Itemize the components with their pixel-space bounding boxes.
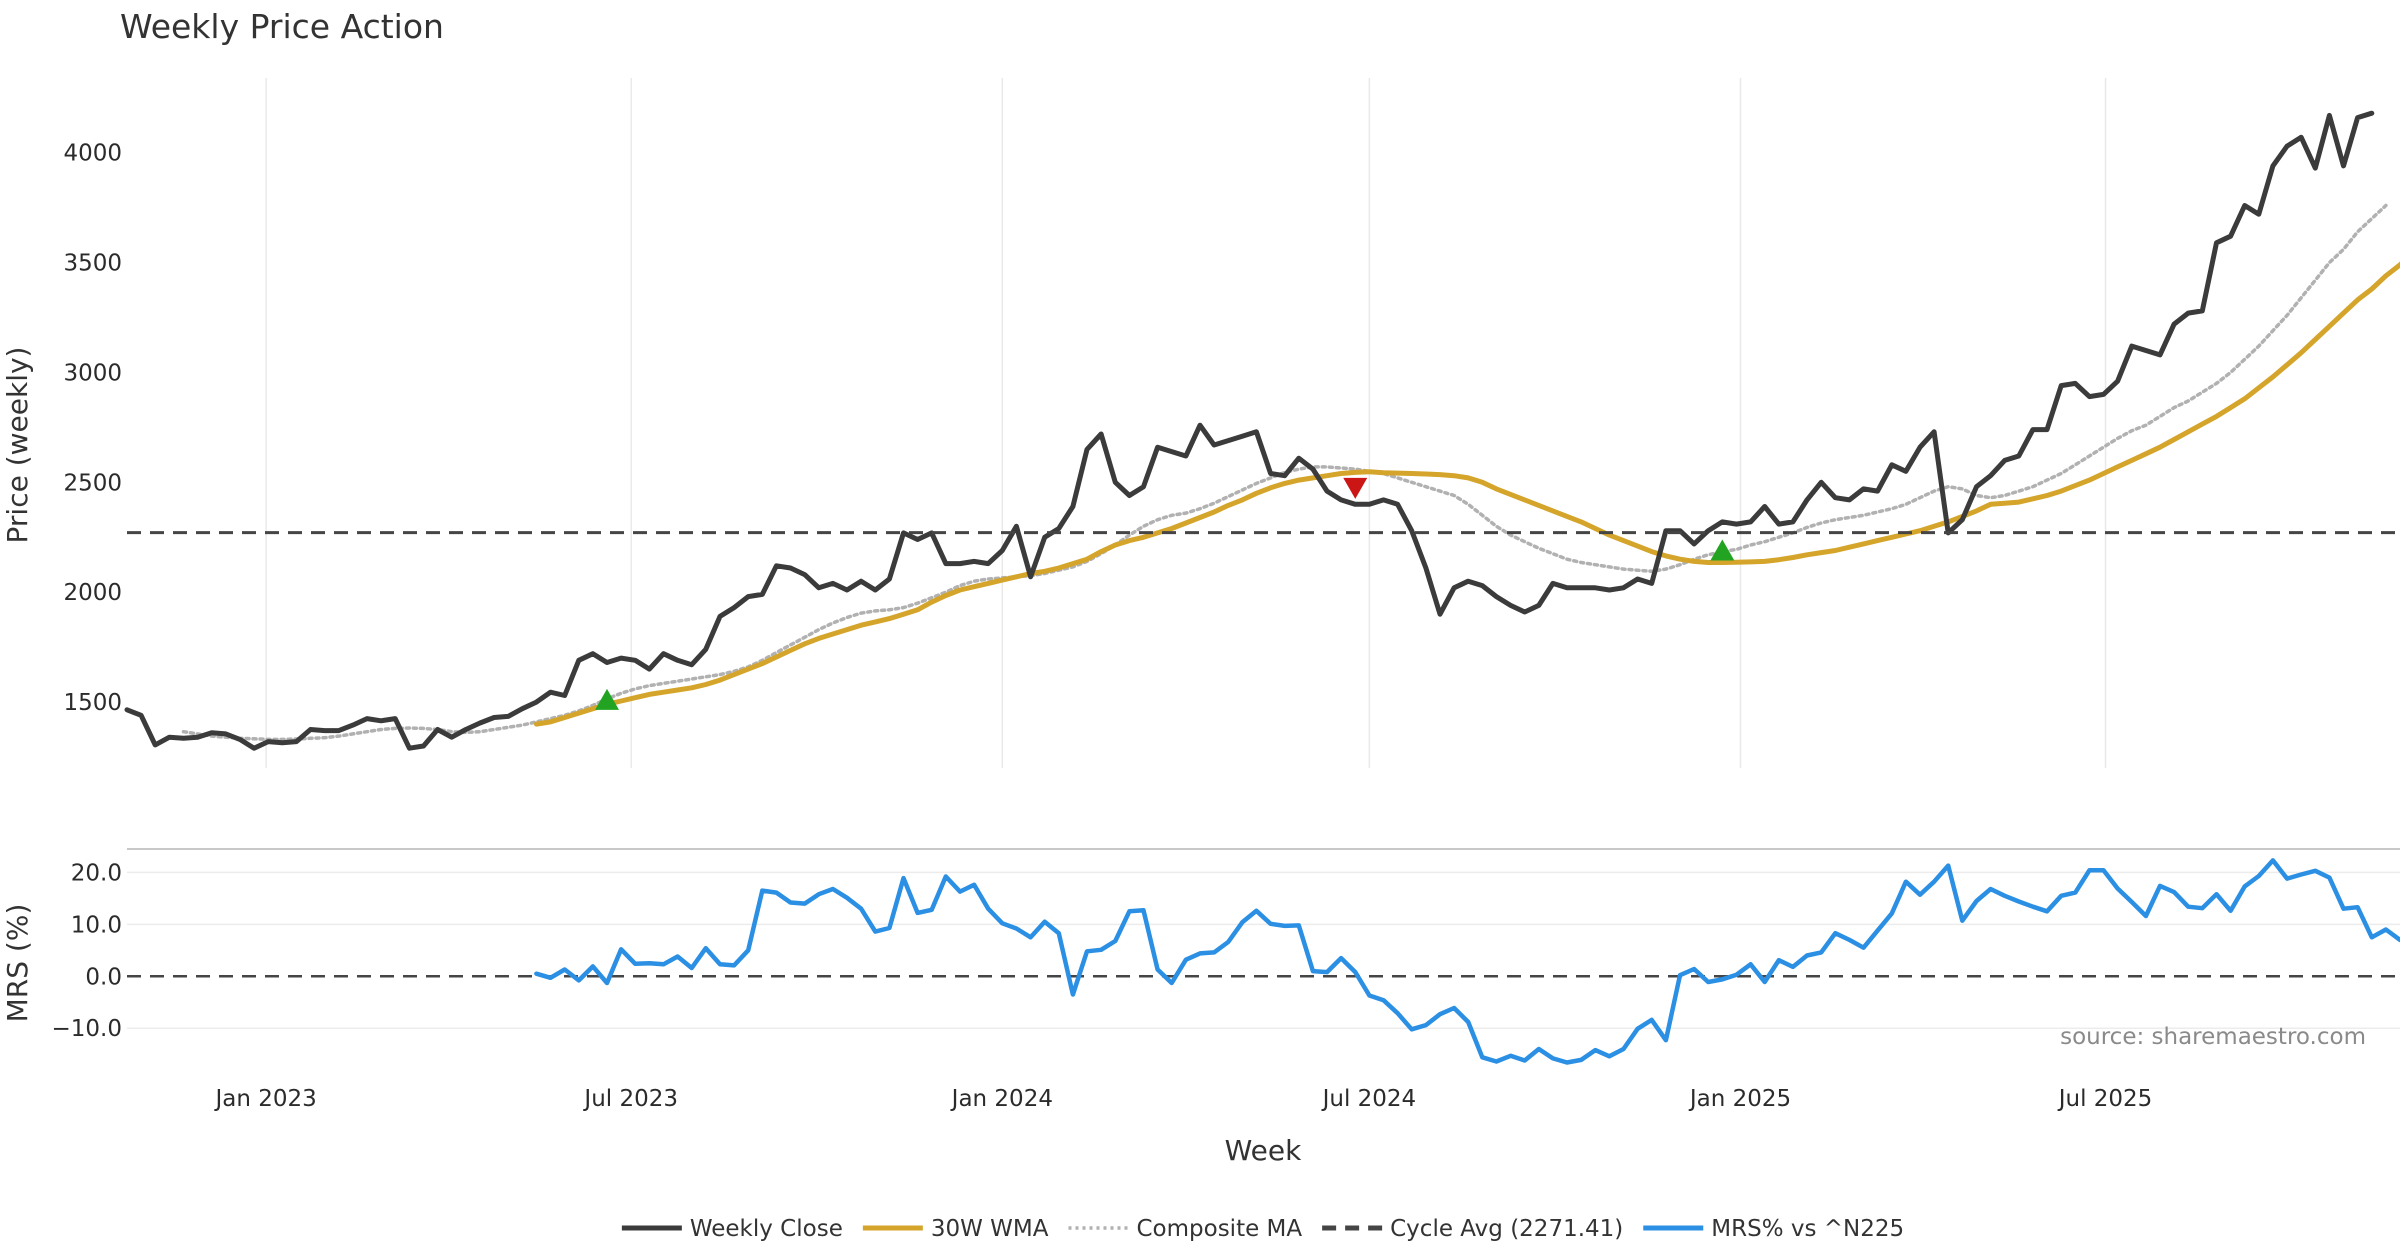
price-y-tick-label: 4000 bbox=[63, 141, 122, 167]
price-y-tick-label: 2500 bbox=[63, 470, 122, 496]
legend-label: Weekly Close bbox=[690, 1216, 843, 1242]
chart-title: Weekly Price Action bbox=[120, 7, 444, 46]
price-y-tick-label: 3000 bbox=[63, 360, 122, 386]
mrs-series bbox=[127, 858, 2400, 1065]
price-y-axis-title: Price (weekly) bbox=[1, 347, 34, 544]
price-y-axis-ticks: 1500 2000 2500 3000 3500 4000 bbox=[63, 141, 122, 716]
x-tick-label: Jan 2024 bbox=[950, 1086, 1053, 1112]
legend-label: Cycle Avg (2271.41) bbox=[1390, 1216, 1623, 1242]
mrs-y-axis-ticks: 20.0 10.0 0.0 −10.0 bbox=[52, 860, 122, 1042]
30w-wma-line bbox=[533, 261, 2400, 727]
legend-label: Composite MA bbox=[1136, 1216, 1302, 1242]
price-y-tick-label: 2000 bbox=[63, 580, 122, 606]
x-tick-label: Jul 2023 bbox=[582, 1086, 678, 1112]
x-tick-label: Jan 2025 bbox=[1688, 1086, 1791, 1112]
signal-markers bbox=[595, 477, 1735, 710]
sell-signal-marker bbox=[1343, 477, 1368, 499]
weekly-close-line bbox=[124, 110, 2375, 751]
price-series bbox=[124, 110, 2400, 751]
mrs-y-axis-title: MRS (%) bbox=[1, 904, 34, 1023]
x-tick-label: Jul 2025 bbox=[2057, 1086, 2153, 1112]
source-annotation: source: sharemaestro.com bbox=[2060, 1024, 2366, 1050]
mrs-y-tick-label: 20.0 bbox=[71, 860, 122, 886]
mrs-line bbox=[534, 858, 2400, 1065]
price-y-tick-label: 1500 bbox=[63, 690, 122, 716]
buy-signal-marker bbox=[595, 688, 620, 710]
x-tick-label: Jan 2023 bbox=[214, 1086, 317, 1112]
mrs-gridlines bbox=[127, 871, 2400, 1029]
x-axis-ticks: Jan 2023 Jul 2023 Jan 2024 Jul 2024 Jan 2025… bbox=[214, 1086, 2153, 1112]
price-y-tick-label: 3500 bbox=[63, 251, 122, 277]
legend: Weekly Close 30W WMA Composite MA Cycle Avg… bbox=[621, 1216, 1904, 1242]
mrs-y-tick-label: 0.0 bbox=[85, 964, 122, 990]
legend-label: MRS% vs ^N225 bbox=[1711, 1216, 1904, 1242]
legend-label: 30W WMA bbox=[931, 1216, 1049, 1242]
price-gridlines bbox=[265, 78, 2107, 768]
mrs-y-tick-label: −10.0 bbox=[52, 1016, 122, 1042]
x-axis-title: Week bbox=[1225, 1134, 1302, 1167]
mrs-y-tick-label: 10.0 bbox=[71, 912, 122, 938]
buy-signal-marker bbox=[1710, 539, 1735, 561]
x-tick-label: Jul 2024 bbox=[1321, 1086, 1417, 1112]
